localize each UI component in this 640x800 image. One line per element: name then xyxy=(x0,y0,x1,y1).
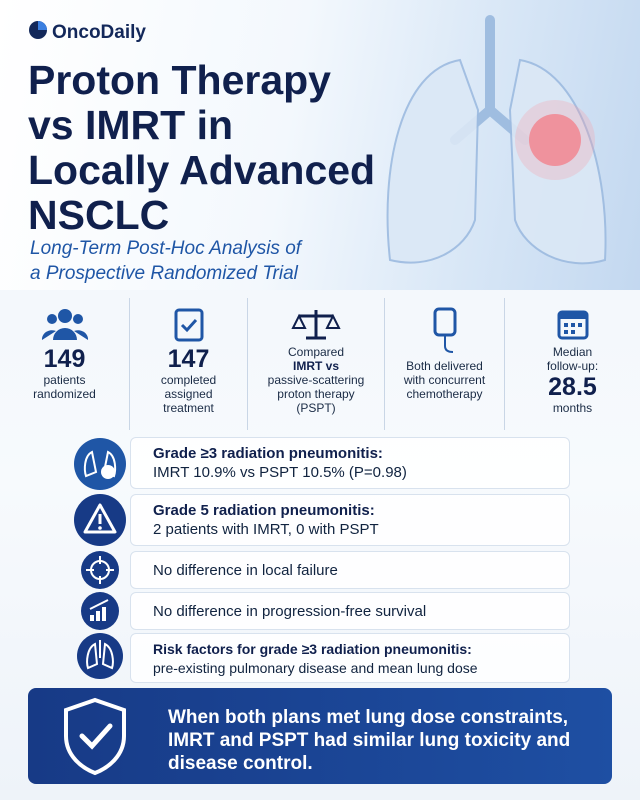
stat-bold: IMRT vs xyxy=(292,359,339,373)
finding: No difference in local failure xyxy=(130,551,570,589)
finding: No difference in progression-free surviv… xyxy=(130,592,570,630)
title-line: vs IMRT in xyxy=(28,102,234,148)
stat: Both delivered with concurrent chemother… xyxy=(385,298,505,430)
finding: Grade 5 radiation pneumonitis: 2 patient… xyxy=(130,494,570,546)
stat: Compared IMRT vs passive-scattering prot… xyxy=(248,298,385,430)
finding-text: No difference in progression-free surviv… xyxy=(153,603,427,620)
finding-heading: Risk factors for grade ≥3 radiation pneu… xyxy=(153,641,472,657)
clipboard-icon xyxy=(174,308,203,342)
growth-icon xyxy=(81,592,119,630)
stat-label: months xyxy=(552,401,593,415)
shield-icon xyxy=(64,697,126,776)
stat-text: Median follow-up: xyxy=(546,345,599,373)
stat-value: 147 xyxy=(167,345,210,373)
lung-radiation-icon xyxy=(74,438,126,490)
warning-icon xyxy=(74,494,126,546)
subtitle: Long-Term Post-Hoc Analysis of a Prospec… xyxy=(30,236,301,286)
lungs-icon xyxy=(77,633,123,679)
subtitle-line: Long-Term Post-Hoc Analysis of xyxy=(30,238,302,259)
stats-row: 149 patients randomized 147 completed as… xyxy=(0,298,640,430)
logo xyxy=(29,21,47,39)
stat-label: passive-scattering proton therapy (PSPT) xyxy=(267,373,365,415)
finding-heading: Grade ≥3 radiation pneumonitis: xyxy=(153,445,383,462)
finding-text: No difference in local failure xyxy=(153,562,338,579)
iv-bag-icon xyxy=(433,307,456,353)
brand: OncoDaily xyxy=(52,22,146,43)
title-line: NSCLC xyxy=(28,192,170,238)
finding-text: IMRT 10.9% vs PSPT 10.5% (P=0.98) xyxy=(153,464,407,481)
finding-heading: Grade 5 radiation pneumonitis: xyxy=(153,502,375,519)
stat-value: 28.5 xyxy=(548,373,597,401)
title: Proton Therapy vs IMRT in Locally Advanc… xyxy=(28,58,375,238)
target-icon xyxy=(81,551,119,589)
stat-value: 149 xyxy=(43,345,86,373)
subtitle-line: a Prospective Randomized Trial xyxy=(30,263,298,284)
calendar-icon xyxy=(557,310,588,340)
conclusion-text: When both plans met lung dose constraint… xyxy=(168,707,571,774)
stat-label: Both delivered with concurrent chemother… xyxy=(403,359,486,401)
stat: Median follow-up: 28.5 months xyxy=(505,298,640,430)
stat-label: completed assigned treatment xyxy=(160,373,217,415)
finding-text: pre-existing pulmonary disease and mean … xyxy=(153,660,478,676)
title-line: Locally Advanced xyxy=(28,147,376,193)
stat-text: Compared xyxy=(287,345,345,359)
finding: Risk factors for grade ≥3 radiation pneu… xyxy=(130,633,570,683)
lung-illustration xyxy=(386,15,607,265)
header: OncoDaily Proton Therapy vs IMRT in Loca… xyxy=(0,0,640,290)
stat-label: patients randomized xyxy=(33,373,96,401)
finding: Grade ≥3 radiation pneumonitis: IMRT 10.… xyxy=(130,437,570,489)
stat: 149 patients randomized xyxy=(0,298,130,430)
title-line: Proton Therapy xyxy=(28,57,331,103)
scale-icon xyxy=(291,310,341,340)
finding-text: 2 patients with IMRT, 0 with PSPT xyxy=(153,521,379,538)
stat: 147 completed assigned treatment xyxy=(130,298,248,430)
people-icon xyxy=(41,309,88,340)
